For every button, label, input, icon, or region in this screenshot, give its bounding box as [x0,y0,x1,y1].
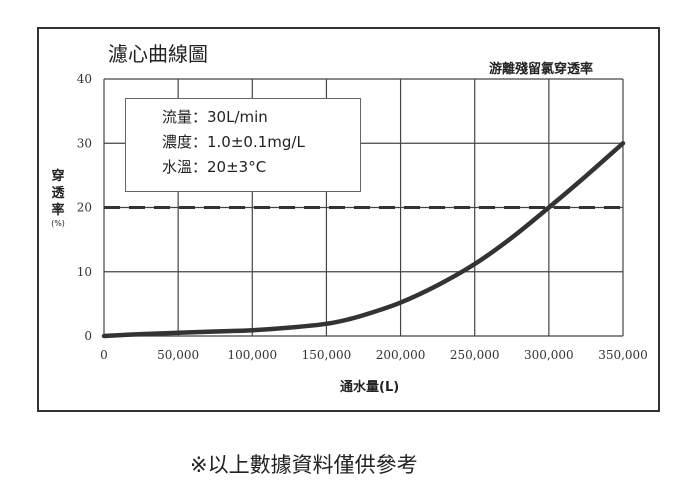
series-line [101,141,626,339]
chart-frame [37,27,660,412]
footnote: ※以上數據資料僅供參考 [190,453,418,477]
x-tick-label: 300,000 [524,348,574,362]
x-tick-label: 150,000 [302,348,352,362]
y-tick-label: 40 [77,72,92,86]
y-tick-label: 20 [77,201,92,215]
y-tick-label: 10 [77,265,92,279]
y-tick-label: 0 [84,329,92,343]
info-box: 流量：30L/min 濃度：1.0±0.1mg/L 水溫：20±3°C [125,98,361,192]
x-tick-label: 200,000 [376,348,426,362]
chart-title: 濾心曲線圖 [108,42,208,66]
x-tick-label: 0 [100,348,108,362]
series-label: 游離殘留氯穿透率 [489,62,594,77]
y-axis-label-text: 穿透率 [51,169,65,218]
x-tick-label: 50,000 [157,348,199,362]
x-tick-label: 250,000 [450,348,500,362]
x-tick-label: 350,000 [598,348,648,362]
info-concentration: 濃度：1.0±0.1mg/L [162,133,305,151]
y-tick-label: 30 [77,136,92,150]
info-water-temperature: 水溫：20±3°C [162,158,267,176]
info-flow-rate: 流量：30L/min [162,108,268,126]
y-axis-label: 穿透率 (%) [48,168,68,229]
x-axis-label: 通水量(L) [340,380,400,395]
x-tick-label: 100,000 [227,348,277,362]
y-axis-unit: (%) [51,219,65,228]
